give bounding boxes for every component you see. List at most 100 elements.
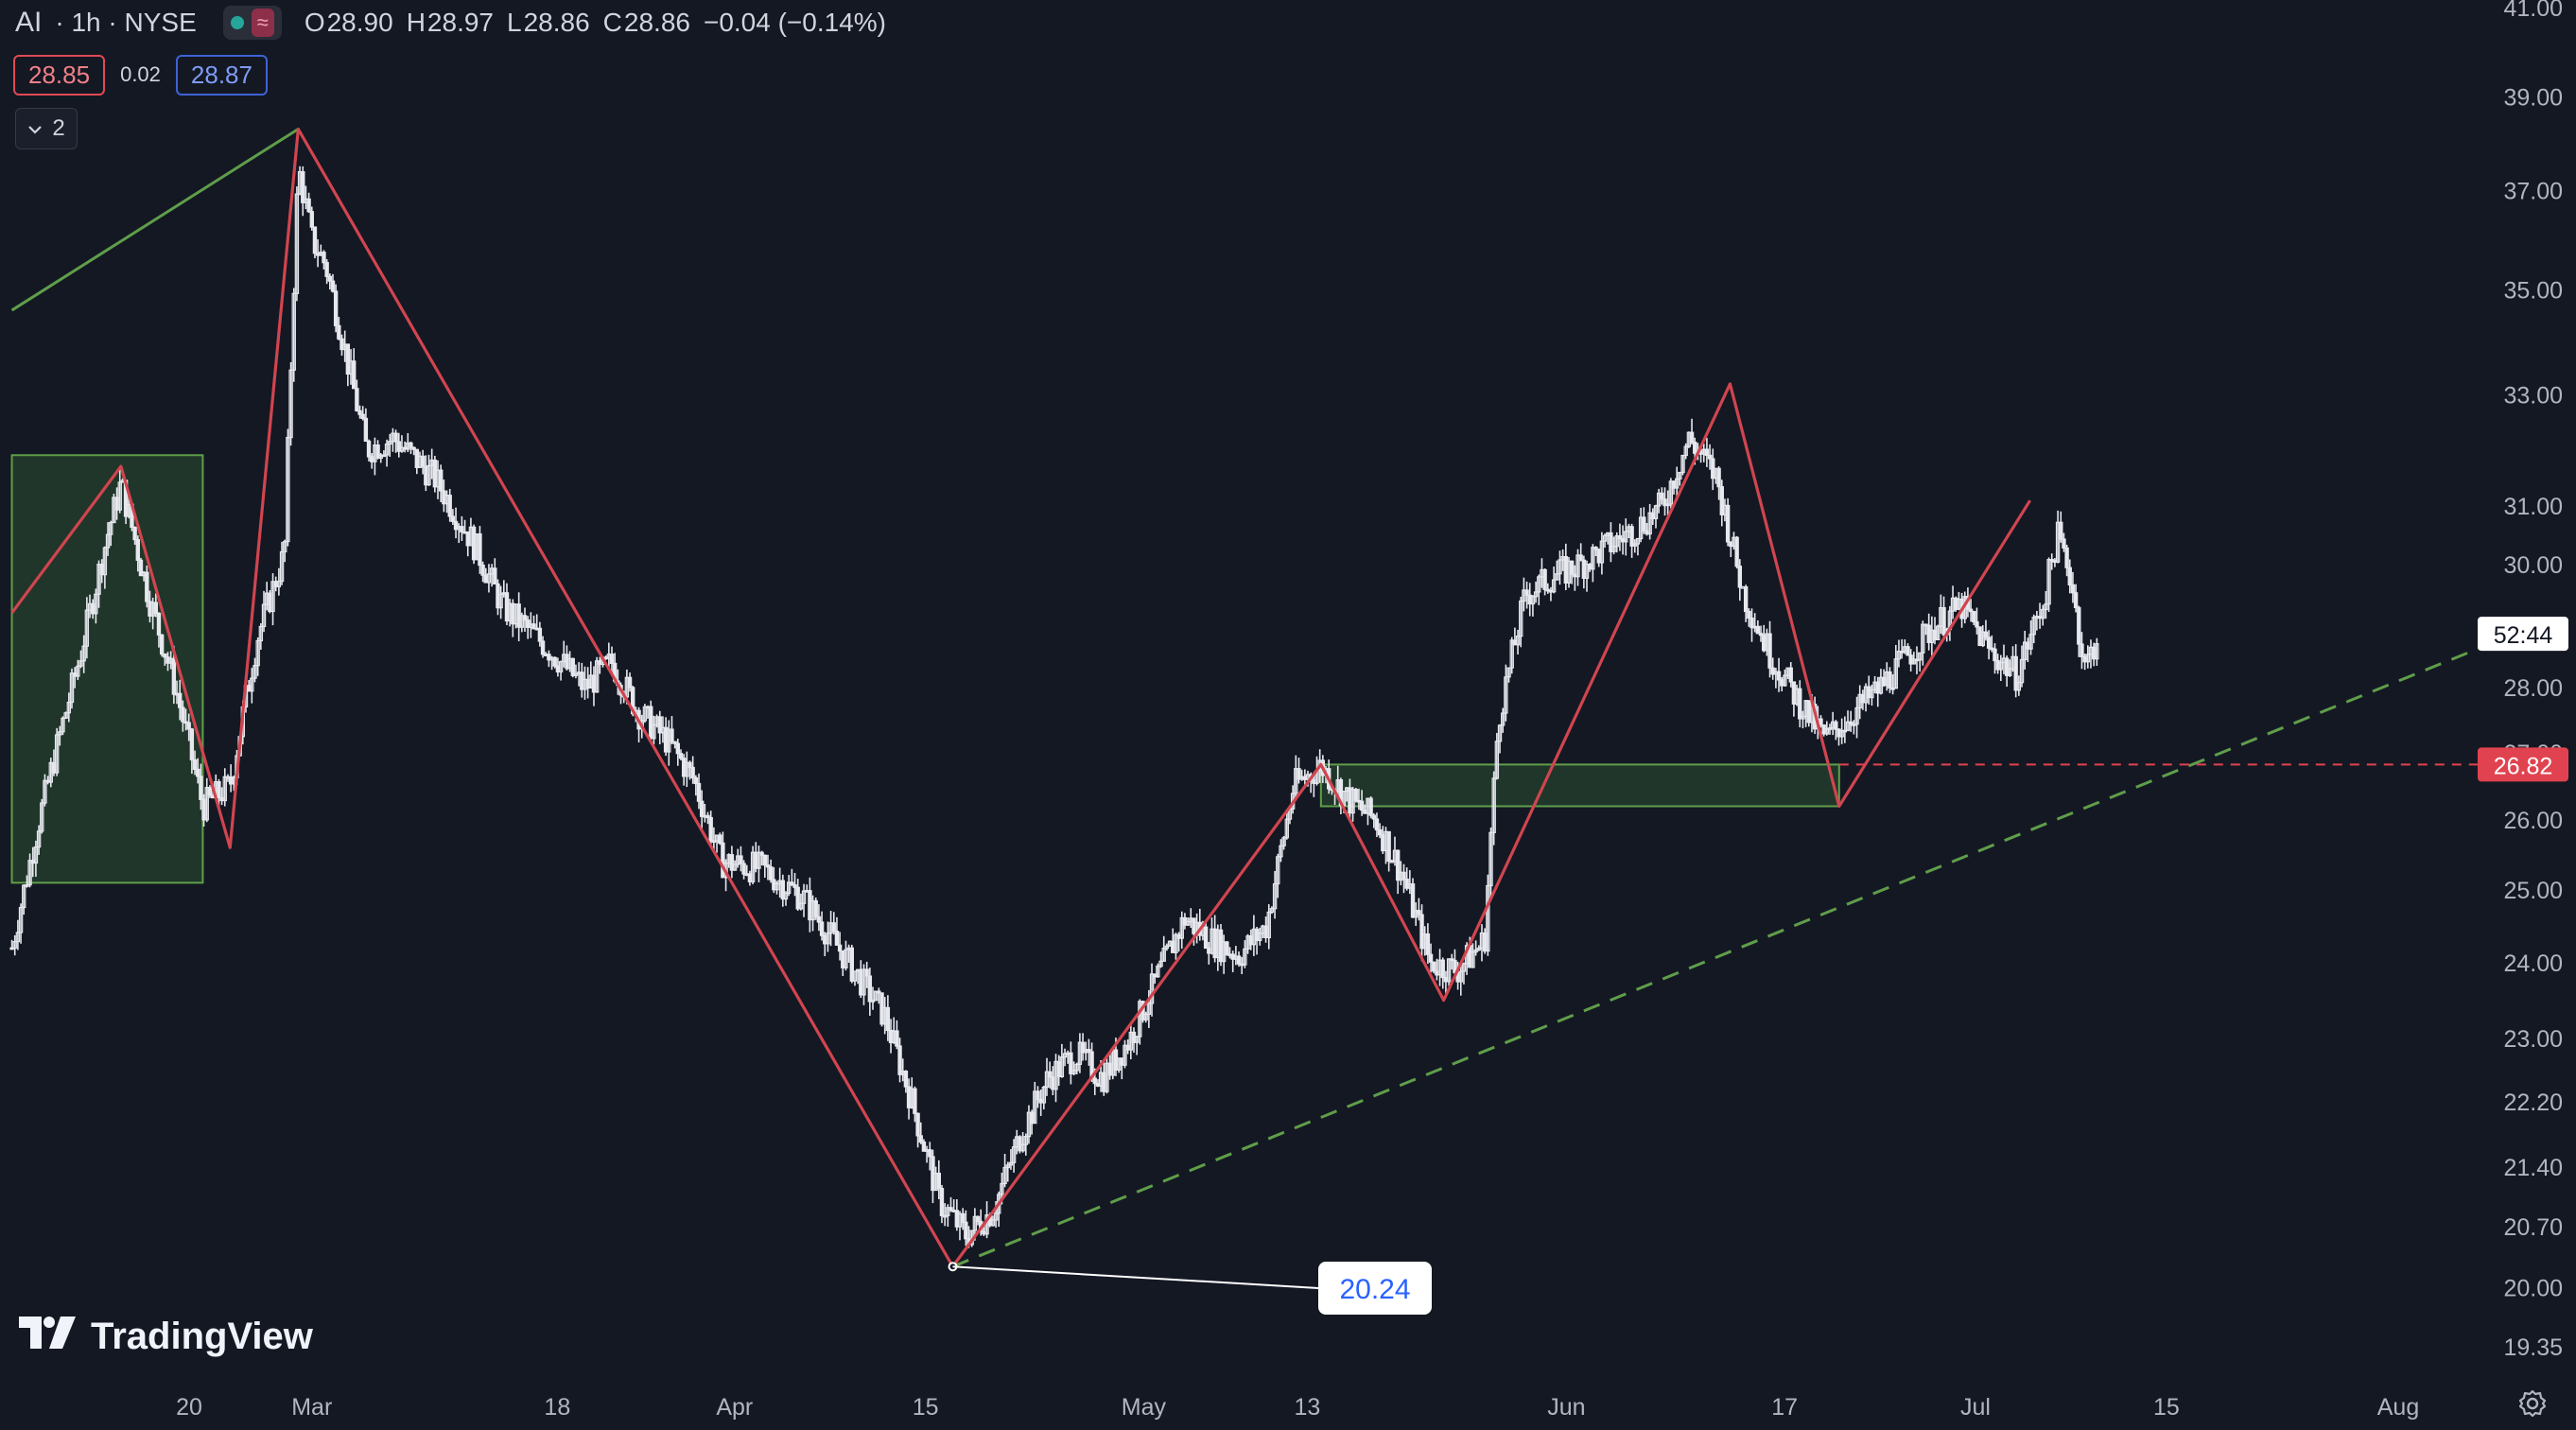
candle-body [1371,814,1376,820]
candle-body [913,1088,917,1114]
candle [109,520,113,547]
countdown-tag[interactable] [2478,617,2568,652]
candle-body [1593,547,1598,550]
candle-body [1491,777,1496,833]
candle [18,903,24,944]
candle-body [145,571,149,602]
candle-body [1386,830,1391,863]
candle-body [972,1215,978,1231]
price-tick-label: 24.00 [2503,950,2563,977]
candle-body [1558,559,1562,575]
candle-body [1801,715,1805,720]
candle-body [1033,1090,1037,1125]
candle-body [1258,933,1262,941]
candle-body [2016,682,2022,691]
green-trend-line[interactable] [10,128,300,312]
time-tick-label: 20 [176,1394,202,1421]
drawings-layer: 20.24 [10,127,2522,1315]
indicators-toggle-button[interactable]: 2 [15,108,78,149]
candle-body [1917,652,1923,661]
candle-body [792,883,797,888]
candle [1440,957,1445,989]
candle [1593,546,1598,557]
candle [1203,920,1209,950]
candle-body [1461,963,1467,972]
candle-body [942,1214,948,1218]
buy-price-button[interactable]: 28.87 [175,54,268,96]
zigzag-line[interactable] [10,127,2032,1268]
candle [2067,559,2072,594]
candle-body [43,779,47,804]
candle [1410,878,1416,918]
supply-demand-zone-2[interactable] [1319,763,1840,808]
candle [913,1086,917,1123]
candle [1497,724,1503,754]
candle-body [258,625,264,642]
candle-body [1486,884,1490,952]
candle-body [885,1006,891,1032]
candle-body [837,944,843,952]
candle-body [327,275,333,282]
candle-body [721,842,725,879]
timeframe-exchange[interactable]: · 1h · NYSE [55,8,197,37]
candle [94,588,98,624]
candle [1158,951,1163,968]
candle-body [670,728,674,742]
candle-body [388,441,392,445]
candle [1888,667,1892,693]
candle-body [1776,671,1782,681]
symbol-name[interactable]: AI [15,7,43,38]
candle [1743,584,1749,622]
candle [1798,680,1802,728]
time-tick-label: 15 [2153,1394,2180,1421]
ohlc-values: O28.90 H28.97 L28.86 C28.86 [305,8,704,38]
candle-body [816,916,822,923]
candle-body [286,436,290,543]
candle-body [1506,667,1511,678]
candle-body [1906,646,1910,656]
settings-gear-icon[interactable] [2517,1388,2548,1419]
candle [918,1122,923,1144]
candle [366,439,372,462]
candle [1011,1139,1017,1173]
candle [1834,720,1838,741]
candle-body [1783,674,1787,687]
candles-layer [9,166,2099,1248]
candle-body [1146,1003,1152,1016]
candle [33,840,39,878]
spread-value: 0.02 [120,62,161,86]
candle-body [870,1000,876,1003]
candle-body [453,520,459,531]
candle-body [58,731,62,736]
candle [699,790,705,830]
candle [1446,958,1452,986]
candle [1870,684,1874,706]
candle [2073,584,2079,613]
candle [301,166,305,217]
candle [609,646,615,673]
candle [867,968,873,1016]
sell-price-button[interactable]: 28.85 [13,54,106,96]
candle-body [1276,856,1280,885]
candle [1389,859,1395,863]
candle [1653,504,1659,529]
candle-body [1935,625,1941,641]
status-pill[interactable]: ≈ [222,6,282,40]
candle [1569,560,1575,584]
candle-body [1374,818,1380,831]
annotation-box[interactable] [1318,1262,1432,1315]
candle [798,893,804,911]
candle [132,526,137,545]
candle [1704,437,1710,467]
candle [1647,503,1652,540]
candle [826,921,830,952]
candle [1488,827,1493,898]
candle-body [1077,1041,1083,1065]
candle-body [18,906,24,933]
dashed-support-trendline[interactable] [951,630,2522,1268]
candle [255,637,260,676]
price-tick-label: 30.00 [2503,552,2563,579]
candle [1149,963,1155,1017]
level-price-tag[interactable] [2478,747,2568,782]
